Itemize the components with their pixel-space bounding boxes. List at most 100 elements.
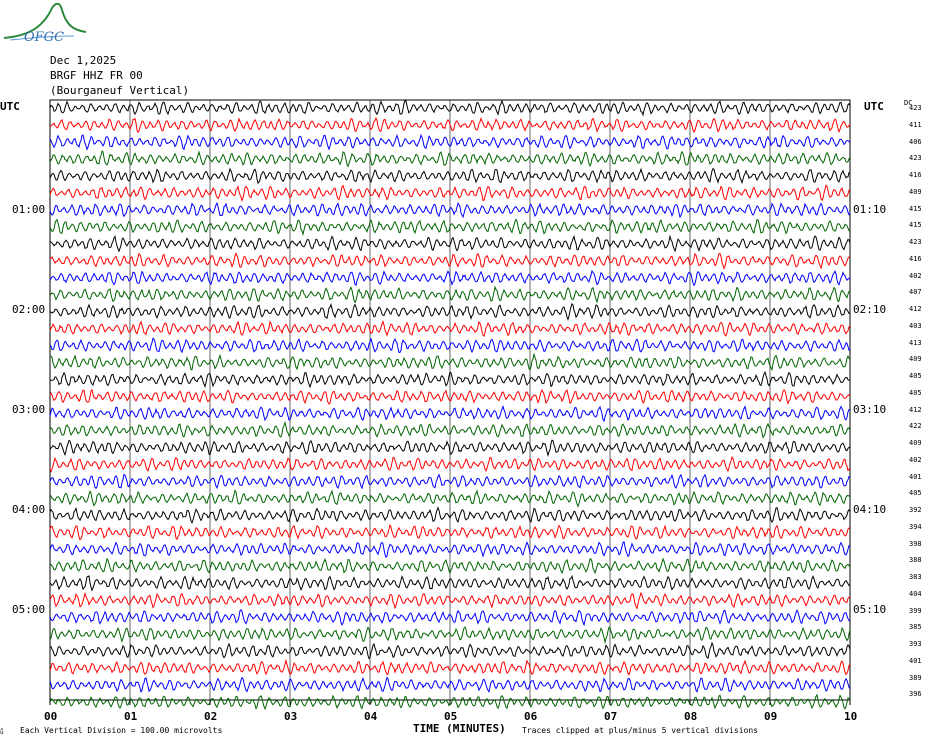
x-tick-label: 07 — [604, 710, 618, 723]
dc-value: 409 — [909, 439, 922, 447]
dc-value: 389 — [909, 673, 922, 682]
dc-value: 407 — [909, 288, 922, 297]
seismic-trace — [49, 201, 851, 219]
dc-value: 412 — [909, 305, 922, 313]
seismic-trace — [49, 676, 851, 693]
seismic-trace — [49, 218, 851, 237]
utc-label-right: UTC — [864, 100, 884, 113]
x-tick-label: 04 — [364, 710, 378, 723]
seismic-trace — [49, 370, 851, 389]
dc-value: 405 — [909, 388, 922, 397]
plot-date: Dec 1,2025 — [50, 54, 117, 67]
seismic-trace — [49, 150, 851, 168]
hour-label-right: 04:10 — [853, 503, 887, 516]
seismic-trace — [49, 591, 851, 610]
x-axis-ticks — [49, 700, 851, 705]
x-tick-label: 06 — [524, 710, 538, 723]
seismic-trace — [49, 405, 851, 423]
seismic-trace — [49, 252, 851, 270]
dc-value: 423 — [909, 154, 922, 163]
dc-value: 415 — [909, 221, 922, 230]
dc-value: 385 — [909, 623, 922, 632]
seismic-trace — [49, 133, 851, 151]
x-tick-label: 00 — [44, 710, 58, 723]
dc-value: 405 — [909, 489, 922, 498]
vertical-division-note: Each Vertical Division = 100.00 microvol… — [20, 726, 223, 735]
seismic-trace — [49, 658, 851, 676]
seismic-trace — [49, 269, 851, 287]
ofgc-logo: OFGC — [3, 2, 87, 45]
dc-value: 402 — [909, 271, 922, 280]
dc-value: 398 — [909, 539, 922, 548]
seismic-trace — [49, 456, 851, 473]
hour-label-left: 03:00 — [12, 403, 46, 416]
x-tick-label: 10 — [844, 710, 858, 723]
seismic-trace — [49, 626, 851, 644]
hour-label-left: 04:00 — [12, 503, 46, 516]
x-tick-label: 02 — [204, 710, 218, 723]
dc-value: 409 — [909, 187, 922, 196]
dc-value: 413 — [909, 338, 922, 347]
dc-value: 412 — [909, 405, 922, 414]
dc-value: 404 — [909, 589, 922, 598]
hour-label-right: 02:10 — [853, 303, 887, 316]
dc-value: 416 — [909, 171, 922, 179]
dc-value: 416 — [909, 254, 922, 263]
dc-value: 399 — [909, 606, 922, 615]
dc-value: 403 — [909, 321, 922, 330]
hour-label-right: 03:10 — [853, 403, 887, 416]
x-tick-label: 05 — [444, 710, 458, 723]
dc-label: DC — [904, 99, 913, 107]
seismic-trace — [49, 540, 851, 559]
x-tick-label: 08 — [684, 710, 698, 723]
seismic-trace — [49, 302, 851, 321]
seismic-trace — [49, 234, 851, 253]
dc-value: 383 — [909, 573, 922, 581]
station-location: (Bourganeuf Vertical) — [50, 84, 190, 97]
seismic-trace — [49, 574, 851, 592]
hour-label-left: 02:00 — [12, 303, 46, 316]
dc-value: 394 — [909, 522, 922, 531]
seismic-trace — [49, 420, 851, 439]
utc-label-left: UTC — [0, 100, 20, 113]
dc-value: 423 — [909, 104, 922, 112]
corner-mark: ǚ — [0, 729, 4, 736]
seismic-trace — [49, 320, 851, 338]
dc-value: 401 — [909, 472, 922, 481]
hour-label-left: 05:00 — [12, 603, 46, 616]
dc-value: 393 — [909, 640, 922, 648]
seismic-trace — [49, 506, 851, 525]
seismic-trace — [49, 641, 851, 660]
dc-value: 423 — [909, 238, 922, 246]
trace-group — [49, 99, 851, 711]
dc-value: 415 — [909, 204, 922, 213]
seismic-trace — [49, 184, 851, 203]
dc-value: 388 — [909, 556, 922, 565]
x-tick-label: 09 — [764, 710, 778, 723]
seismic-trace — [49, 388, 851, 406]
x-tick-label: 01 — [124, 710, 138, 723]
clip-note: Traces clipped at plus/minus 5 vertical … — [522, 726, 759, 735]
seismic-trace — [49, 557, 851, 575]
hour-label-left: 01:00 — [12, 203, 46, 216]
seismic-trace — [49, 609, 851, 627]
seismic-trace — [49, 167, 851, 185]
hour-label-right: 01:10 — [853, 203, 887, 216]
seismic-trace — [49, 523, 851, 541]
plot-grid — [49, 99, 851, 701]
dc-value: 402 — [909, 455, 922, 464]
seismic-trace — [49, 473, 851, 490]
seismic-trace — [49, 116, 851, 134]
seismic-trace — [49, 99, 851, 117]
hour-label-right: 05:10 — [853, 603, 887, 616]
logo-text: OFGC — [24, 30, 64, 45]
x-tick-label: 03 — [284, 710, 298, 723]
dc-value: 405 — [909, 372, 922, 380]
seismic-trace — [50, 352, 851, 372]
dc-value: 406 — [909, 137, 922, 146]
seismic-trace — [49, 439, 851, 457]
seismic-trace — [49, 285, 851, 304]
x-axis-title: TIME (MINUTES) — [413, 722, 506, 735]
dc-value: 396 — [909, 690, 922, 699]
